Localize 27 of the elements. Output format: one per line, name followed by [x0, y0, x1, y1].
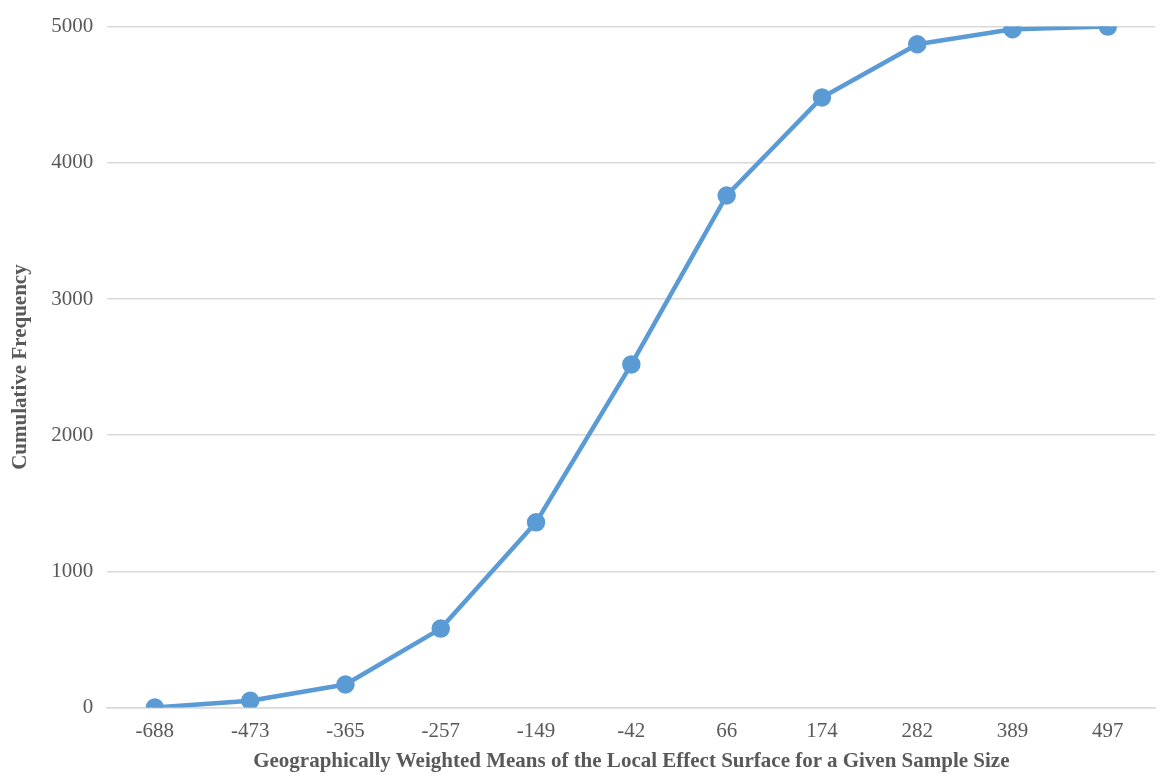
- x-tick-label: -149: [516, 717, 556, 742]
- x-tick-label: 174: [806, 717, 839, 742]
- point: [622, 355, 641, 374]
- y-tick-label: 0: [82, 694, 94, 719]
- point: [717, 186, 736, 205]
- y-tick-label: 4000: [51, 149, 94, 174]
- point: [812, 88, 832, 107]
- y-tick-label: 1000: [51, 557, 94, 582]
- x-tick-label: 66: [716, 717, 738, 742]
- x-tick-label: -257: [421, 717, 460, 742]
- x-tick-label: 389: [996, 717, 1029, 742]
- y-tick-label: 2000: [51, 421, 94, 446]
- x-tick-label: 282: [901, 717, 933, 742]
- point: [240, 691, 260, 708]
- x-tick-label: -365: [326, 717, 365, 742]
- y-axis-title: Cumulative Frequency: [7, 263, 32, 470]
- point: [431, 619, 450, 638]
- y-tick-label: 3000: [51, 285, 94, 310]
- y-tick-label: 5000: [51, 13, 94, 38]
- x-tick-label: 497: [1092, 717, 1124, 742]
- point: [526, 513, 546, 532]
- x-tick-label: -688: [135, 717, 175, 742]
- x-axis-title: Geographically Weighted Means of the Local Effect Surface for a Given Sample Size: [253, 747, 1010, 772]
- x-tick-label: -42: [617, 717, 646, 742]
- point: [336, 675, 355, 694]
- point: [908, 35, 927, 54]
- x-tick-label: -473: [230, 717, 270, 742]
